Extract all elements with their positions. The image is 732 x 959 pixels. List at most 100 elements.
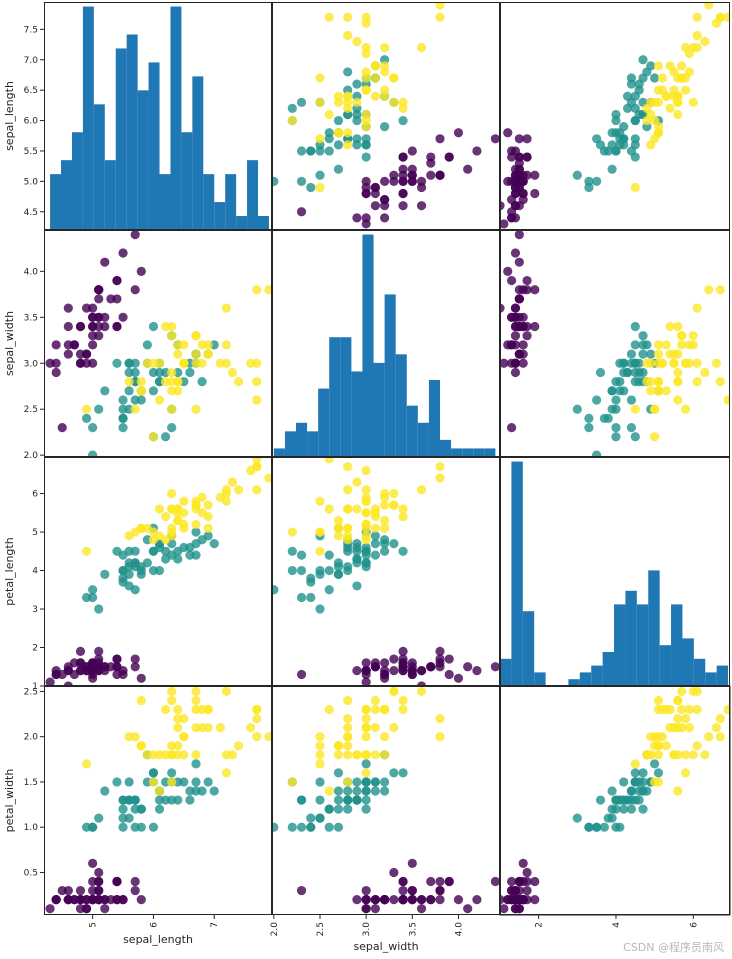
point-versicolor-petal_length-sepal_width-64 [352, 581, 362, 591]
hist-bar-sepal_width-9 [373, 362, 385, 457]
point-versicolor-sepal_width-sepal_length-94 [124, 386, 134, 396]
point-versicolor-petal_length-sepal_width-81 [306, 577, 316, 587]
point-virginica-petal_width-petal_length-107 [700, 750, 710, 760]
point-virginica-petal_length-sepal_length-137 [173, 508, 183, 518]
point-virginica-sepal_width-petal_length-136 [673, 321, 683, 332]
point-setosa-sepal_length-petal_length-20 [522, 152, 532, 162]
point-setosa-sepal_width-sepal_length-21 [94, 294, 104, 304]
point-virginica-sepal_width-petal_length-100 [688, 331, 698, 341]
point-versicolor-petal_length-sepal_width-85 [398, 546, 408, 556]
point-virginica-sepal_length-petal_length-120 [677, 61, 687, 71]
point-virginica-petal_width-sepal_width-124 [389, 723, 399, 733]
point-virginica-sepal_width-petal_length-103 [673, 367, 683, 378]
point-setosa-sepal_length-sepal_width-32 [463, 164, 473, 174]
point-versicolor-sepal_length-sepal_width-83 [333, 115, 344, 126]
point-versicolor-sepal_width-petal_length-86 [638, 349, 648, 359]
point-versicolor-petal_width-sepal_width-88 [361, 795, 371, 805]
hist-bar-sepal_length-8 [137, 90, 149, 230]
point-virginica-sepal_width-petal_length-107 [700, 367, 710, 378]
point-virginica-sepal_width-sepal_length-118 [252, 395, 262, 405]
point-virginica-sepal_width-petal_length-149 [653, 358, 664, 368]
point-virginica-sepal_width-petal_length-106 [630, 404, 640, 414]
point-virginica-sepal_length-petal_length-104 [680, 85, 691, 95]
cell-frame-2-0 [44, 457, 272, 686]
point-virginica-petal_length-sepal_length-135 [252, 485, 262, 495]
point-versicolor-petal_width-sepal_length-58 [185, 795, 195, 805]
point-setosa-petal_length-sepal_width-32 [463, 662, 473, 672]
point-setosa-sepal_length-petal_length-47 [510, 201, 521, 211]
point-setosa-petal_length-sepal_length-13 [45, 677, 55, 686]
point-setosa-sepal_length-sepal_width-37 [416, 182, 427, 193]
cell-frame-0-1 [272, 2, 500, 230]
point-virginica-petal_length-sepal_length-147 [179, 519, 189, 529]
point-virginica-sepal_width-sepal_length-134 [154, 395, 165, 405]
point-virginica-petal_length-sepal_width-149 [361, 523, 371, 533]
point-setosa-petal_length-sepal_width-22 [416, 681, 427, 686]
point-virginica-petal_width-sepal_width-148 [398, 704, 408, 715]
point-versicolor-sepal_length-petal_length-89 [611, 146, 621, 156]
point-virginica-sepal_width-petal_length-123 [646, 386, 656, 396]
point-virginica-petal_width-sepal_width-128 [343, 723, 353, 733]
point-virginica-sepal_width-petal_length-133 [653, 377, 664, 387]
hist-bar-sepal_width-15 [440, 439, 452, 457]
xtick-label-sepal_width-1: 2.5 [316, 922, 326, 936]
point-versicolor-sepal_width-petal_length-92 [611, 395, 621, 405]
point-virginica-petal_width-sepal_length-117 [252, 713, 262, 724]
point-virginica-sepal_length-sepal_width-119 [287, 115, 297, 126]
point-versicolor-petal_width-sepal_width-62 [287, 822, 297, 832]
xtick-label-petal_length-1: 4 [612, 922, 622, 928]
point-versicolor-petal_width-sepal_width-77 [361, 759, 371, 769]
point-setosa-petal_length-sepal_width-8 [352, 666, 362, 676]
point-virginica-petal_width-sepal_width-131 [435, 732, 445, 742]
hist-bar-sepal_width-13 [417, 422, 429, 457]
point-virginica-sepal_length-sepal_width-131 [435, 2, 445, 10]
point-virginica-petal_width-petal_length-133 [653, 777, 664, 787]
point-setosa-sepal_length-petal_length-15 [514, 134, 524, 144]
ytick-label-sepal_length-4: 6.5 [24, 86, 38, 96]
point-setosa-petal_width-sepal_length-36 [118, 895, 128, 905]
point-versicolor-petal_width-sepal_width-91 [361, 786, 371, 796]
point-virginica-sepal_width-petal_length-120 [677, 340, 687, 350]
cell-petal_length-vs-sepal_length [45, 457, 272, 686]
ytick-label-petal_length-1: 2 [32, 644, 38, 654]
point-versicolor-petal_width-sepal_width-82 [333, 804, 344, 814]
point-virginica-sepal_width-sepal_length-143 [197, 340, 207, 350]
point-virginica-sepal_length-sepal_width-141 [370, 61, 380, 71]
hist-bar-sepal_length-16 [225, 174, 237, 230]
point-setosa-petal_length-sepal_width-43 [407, 658, 417, 668]
point-setosa-sepal_width-petal_length-8 [510, 367, 521, 378]
point-virginica-petal_length-sepal_width-144 [389, 500, 399, 510]
point-setosa-petal_width-sepal_width-43 [407, 858, 417, 869]
point-virginica-petal_length-sepal_length-107 [227, 477, 238, 487]
point-virginica-petal_length-sepal_width-117 [435, 462, 445, 472]
point-virginica-petal_length-sepal_width-130 [343, 485, 353, 495]
cell-sepal_length-vs-petal_length [500, 2, 730, 229]
point-setosa-sepal_length-sepal_width-42 [380, 213, 390, 223]
hist-bar-sepal_length-18 [247, 160, 259, 230]
point-setosa-petal_width-sepal_width-34 [370, 895, 380, 905]
hist-bar-petal_length-2 [522, 611, 535, 686]
point-virginica-petal_width-sepal_width-117 [435, 713, 445, 724]
point-versicolor-petal_width-petal_length-58 [634, 795, 644, 805]
point-virginica-petal_length-sepal_width-103 [352, 504, 362, 514]
point-virginica-petal_width-sepal_length-100 [167, 686, 177, 697]
point-versicolor-sepal_width-petal_length-99 [615, 377, 625, 387]
point-setosa-sepal_width-sepal_length-49 [88, 331, 98, 341]
point-versicolor-petal_length-sepal_length-86 [191, 538, 201, 549]
point-versicolor-petal_length-sepal_length-90 [118, 550, 128, 560]
point-virginica-sepal_length-sepal_width-140 [370, 73, 380, 83]
point-versicolor-sepal_width-petal_length-81 [599, 413, 609, 424]
point-setosa-sepal_width-petal_length-16 [506, 275, 517, 286]
hist-bar-petal_length-9 [602, 651, 615, 686]
point-versicolor-sepal_length-sepal_width-70 [380, 122, 390, 132]
point-setosa-petal_length-sepal_width-13 [361, 677, 371, 686]
point-setosa-petal_length-sepal_length-48 [106, 662, 116, 672]
point-setosa-sepal_width-petal_length-49 [510, 331, 521, 341]
point-versicolor-petal_width-sepal_length-79 [130, 822, 140, 832]
point-setosa-petal_width-sepal_width-45 [361, 885, 371, 896]
point-setosa-petal_width-sepal_width-23 [389, 867, 399, 878]
hist-bar-sepal_length-4 [93, 104, 105, 230]
hist-bar-petal_length-13 [648, 570, 660, 686]
point-versicolor-petal_length-sepal_width-82 [333, 569, 344, 579]
point-virginica-petal_width-petal_length-102 [684, 723, 695, 733]
